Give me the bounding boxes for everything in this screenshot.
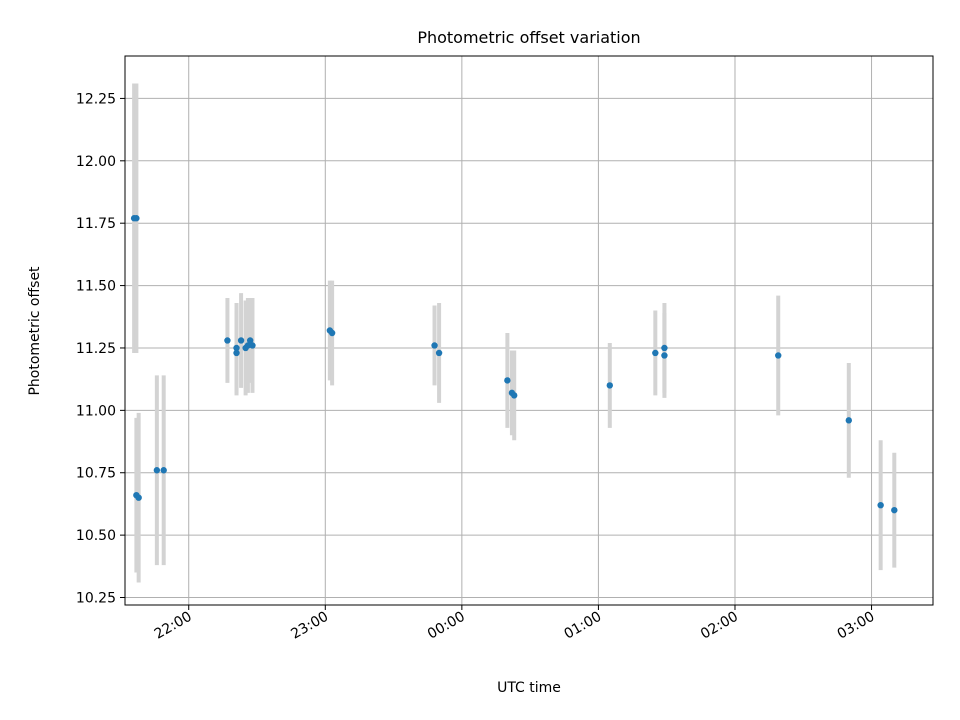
- y-tick-label: 11.75: [76, 216, 116, 232]
- x-axis-label: UTC time: [497, 680, 561, 696]
- data-point: [431, 342, 438, 349]
- data-point: [661, 344, 668, 352]
- data-point: [233, 349, 240, 357]
- y-tick-label: 11.25: [76, 341, 116, 357]
- data-point: [775, 352, 782, 359]
- data-point: [652, 349, 659, 357]
- y-tick-label: 10.50: [76, 528, 116, 544]
- data-point: [661, 352, 668, 359]
- data-point: [244, 342, 252, 349]
- data-point: [328, 329, 336, 337]
- data-point: [246, 337, 254, 344]
- data-point: [135, 494, 142, 501]
- y-tick-label: 12.25: [76, 91, 116, 107]
- data-point: [224, 337, 231, 344]
- data-point: [435, 349, 443, 357]
- plot-frame: [124, 55, 934, 606]
- y-tick-label: 10.75: [76, 466, 116, 482]
- data-point: [237, 337, 245, 344]
- data-point: [891, 506, 898, 514]
- y-tick-label: 12.00: [76, 154, 116, 170]
- data-point: [877, 501, 884, 509]
- data-point: [249, 342, 256, 349]
- chart-title: Photometric offset variation: [417, 28, 640, 47]
- data-point: [845, 417, 852, 424]
- y-tick-label: 11.50: [76, 279, 116, 295]
- data-point: [606, 382, 613, 389]
- y-tick-label: 10.25: [76, 591, 116, 607]
- data-point: [160, 467, 167, 474]
- y-axis-label: Photometric offset: [27, 266, 43, 396]
- data-point: [504, 377, 511, 384]
- data-point: [133, 215, 140, 222]
- data-point: [153, 467, 161, 474]
- y-tick-label: 11.00: [76, 403, 116, 419]
- data-layer: [130, 83, 898, 583]
- data-point: [233, 344, 240, 352]
- grid-layer: [125, 56, 933, 605]
- data-point: [511, 392, 518, 399]
